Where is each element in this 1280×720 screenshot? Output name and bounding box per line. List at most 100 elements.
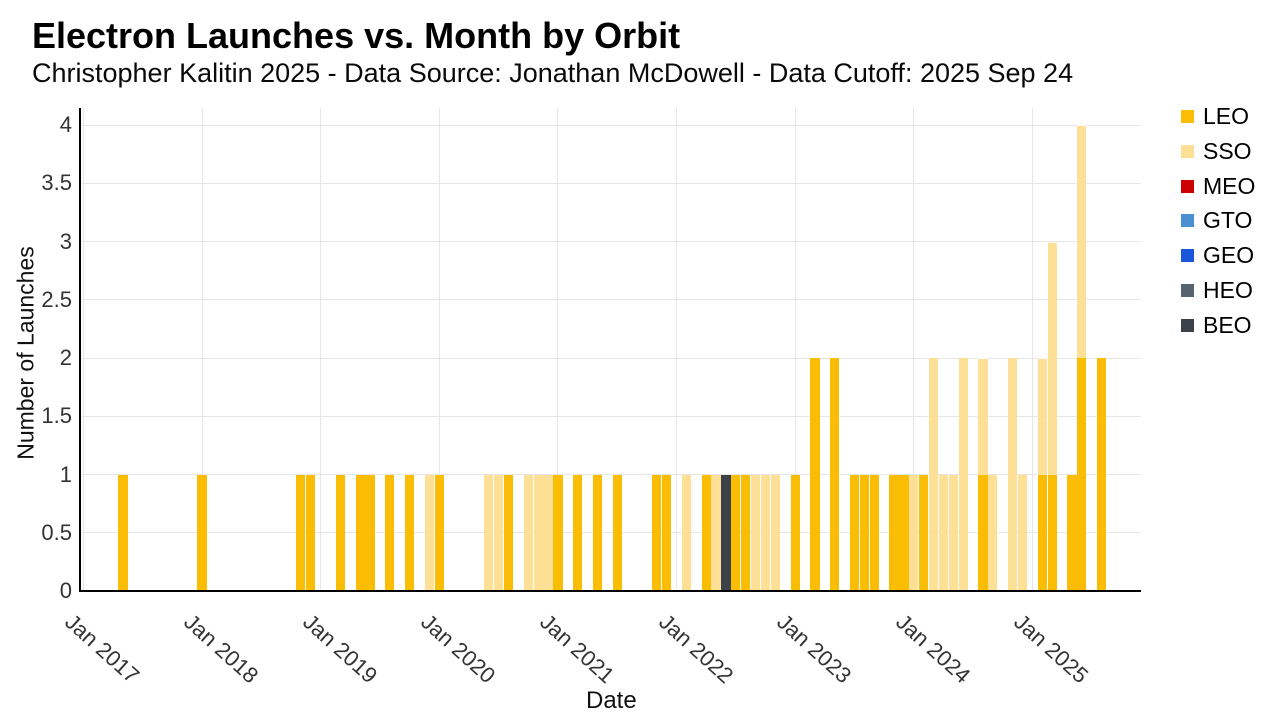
bar-2021-05-leo[interactable] [592,474,603,591]
gridline-x-2 [320,108,322,591]
bar-2018-11-leo[interactable] [296,474,306,591]
bar-2023-08-leo[interactable] [859,474,869,591]
bar-2024-08-leo[interactable] [978,474,988,591]
bar-2017-05-leo[interactable] [118,474,128,591]
bar-2020-06-sso[interactable] [484,474,494,591]
y-tick-label-4: 4 [59,112,72,137]
gridline-y-2.5 [80,299,1141,301]
bar-2022-11-sso[interactable] [770,474,780,591]
bar-2025-03-leo[interactable] [1047,474,1057,591]
legend-item-sso: SSO [1181,138,1252,171]
bar-2019-08-leo[interactable] [385,474,395,591]
legend-label-gto: GTO [1203,207,1253,234]
bar-2019-06-leo[interactable] [365,474,375,591]
y-tick-label-2.5: 2.5 [41,286,72,312]
bar-2023-09-leo[interactable] [869,474,879,591]
bar-2019-12-sso[interactable] [424,474,434,591]
bar-2022-09-sso[interactable] [751,474,761,591]
y-tick-label-1: 1 [59,461,72,487]
x-tick-label-0: Jan 2017 [60,609,145,689]
bar-2024-12-sso[interactable] [1017,474,1028,591]
gridline-x-3 [438,108,440,591]
bar-2023-11-leo[interactable] [889,474,899,591]
y-tick-label-3.5: 3.5 [41,170,72,196]
bar-2024-08-sso[interactable] [978,358,988,475]
bar-2020-10-sso[interactable] [523,474,533,591]
legend-swatch-heo-icon [1181,283,1194,297]
legend-label-beo: BEO [1203,311,1252,338]
legend-label-leo: LEO [1203,103,1250,130]
x-tick-label-2: Jan 2019 [297,609,382,689]
bar-2025-08-leo[interactable] [1097,358,1107,591]
bar-2022-05-sso[interactable] [711,474,721,591]
bar-2023-05-leo[interactable] [830,358,840,591]
legend-item-meo: MEO [1181,173,1255,206]
bar-2023-07-leo[interactable] [849,474,860,591]
bar-2023-12-leo[interactable] [899,474,909,591]
gridline-y-1.5 [80,415,1141,417]
bar-2024-05-sso[interactable] [948,474,958,591]
bar-2021-01-leo[interactable] [553,474,563,591]
bar-2021-03-leo[interactable] [573,474,583,591]
bar-2024-06-sso[interactable] [958,358,968,591]
legend-item-heo: HEO [1181,277,1253,310]
bar-2020-08-leo[interactable] [503,474,514,591]
bar-2025-02-sso[interactable] [1037,358,1047,475]
x-axis-line [80,590,1141,592]
chart-title: Electron Launches vs. Month by Orbit [32,15,681,56]
bar-2022-08-leo[interactable] [741,474,751,591]
x-axis-title: Date [586,687,637,714]
legend-label-meo: MEO [1203,172,1256,199]
bar-2021-11-leo[interactable] [652,474,662,591]
bar-2025-02-leo[interactable] [1037,474,1047,591]
bar-2018-01-leo[interactable] [197,474,207,591]
bar-2023-03-leo[interactable] [810,358,820,591]
bar-2021-07-leo[interactable] [612,474,622,591]
bar-2020-12-sso[interactable] [543,474,553,591]
gridline-y-0.5 [80,532,1141,534]
legend-item-beo: BEO [1181,312,1252,345]
bar-2021-12-leo[interactable] [662,474,672,591]
gridline-x-1 [201,108,203,591]
x-tick-label-4: Jan 2021 [535,609,620,689]
legend-item-leo: LEO [1181,103,1249,136]
gridline-x-5 [676,108,678,591]
bar-2020-11-sso[interactable] [533,474,543,591]
gridline-y-4 [80,124,1141,126]
gridline-x-6 [794,108,796,591]
bar-2023-01-leo[interactable] [790,474,800,591]
legend-swatch-geo-icon [1181,249,1194,263]
bar-2025-05-leo[interactable] [1067,474,1077,591]
bar-2022-06-beo[interactable] [721,474,731,591]
bar-2022-07-leo[interactable] [731,474,741,591]
bar-2024-09-sso[interactable] [988,474,998,591]
bar-2020-01-leo[interactable] [434,474,444,591]
x-tick-label-8: Jan 2025 [1009,609,1094,689]
bar-2024-02-leo[interactable] [919,474,929,591]
bar-2022-02-sso[interactable] [681,474,692,591]
bar-2022-04-leo[interactable] [701,474,711,591]
bar-2024-04-sso[interactable] [938,474,949,591]
bar-2020-07-sso[interactable] [494,474,504,591]
legend-swatch-meo-icon [1181,179,1194,193]
gridline-y-2 [80,357,1141,359]
x-tick-label-5: Jan 2022 [653,609,738,689]
gridline-x-8 [1031,108,1033,591]
bar-2025-06-sso[interactable] [1077,125,1087,358]
bar-2025-06-leo[interactable] [1077,358,1087,591]
x-tick-label-6: Jan 2023 [772,609,857,689]
legend-item-gto: GTO [1181,207,1252,240]
gridline-x-7 [913,108,915,591]
y-axis-title: Number of Launches [12,246,39,460]
bar-2025-03-sso[interactable] [1047,241,1057,475]
bar-2019-10-leo[interactable] [405,474,415,591]
bar-2022-10-sso[interactable] [760,474,771,591]
bar-2024-03-sso[interactable] [928,358,939,591]
bar-2019-05-leo[interactable] [355,474,365,591]
bar-2019-03-leo[interactable] [335,474,346,591]
bar-2018-12-leo[interactable] [306,474,316,591]
gridline-x-4 [557,108,559,591]
bar-2024-11-sso[interactable] [1008,358,1018,591]
bar-2024-01-sso[interactable] [909,474,919,591]
